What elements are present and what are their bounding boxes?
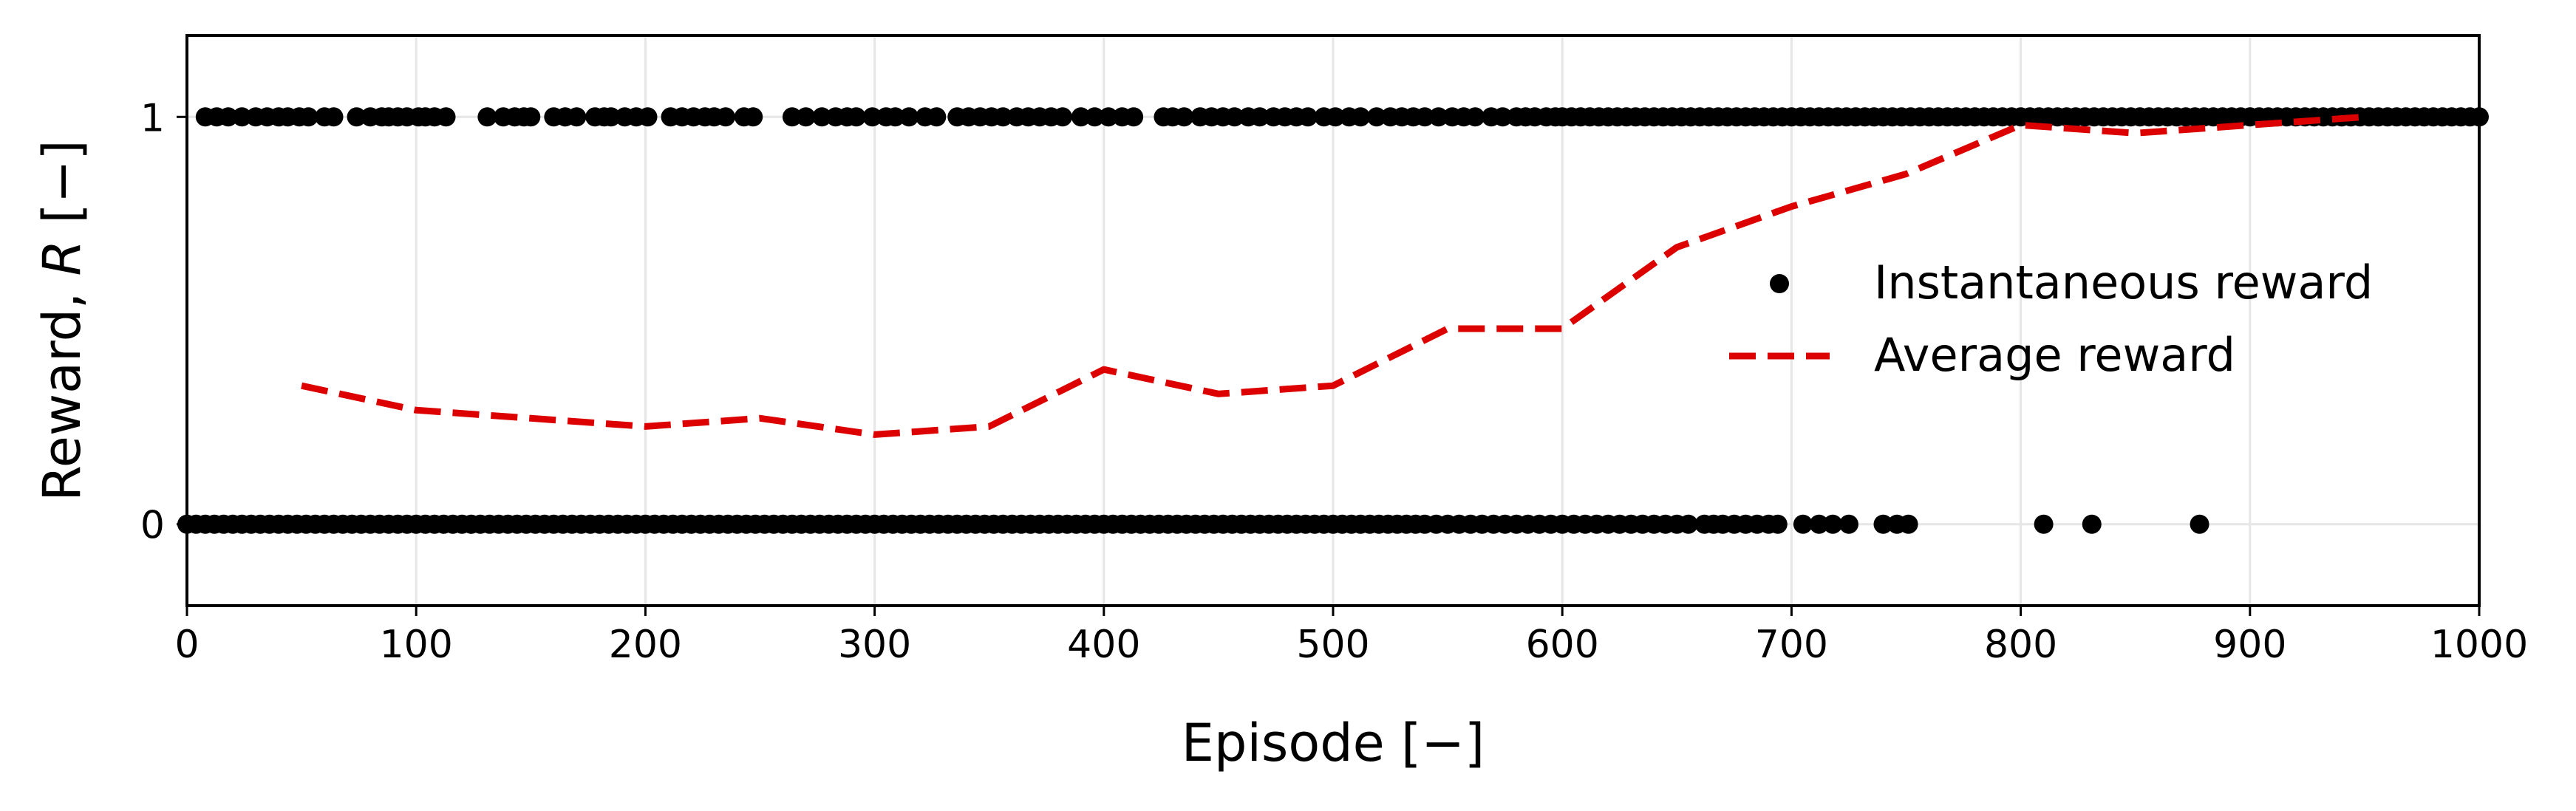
reward-point [2082, 514, 2102, 534]
reward-point [1415, 107, 1435, 127]
reward-point [1124, 107, 1144, 127]
instantaneous-reward-points [177, 107, 2489, 534]
reward-point [324, 107, 344, 127]
reward-point [927, 107, 947, 127]
reward-point [1898, 514, 1918, 534]
x-tick-label: 300 [838, 623, 911, 667]
y-axis-label-variable: R [32, 240, 92, 276]
x-axis-label: Episode [−] [1182, 713, 1485, 773]
y-axis-label-prefix: Reward, [32, 276, 92, 501]
reward-point [1678, 514, 1698, 534]
x-tick-label: 700 [1755, 623, 1828, 667]
y-axis-label: Reward, R [−] [32, 140, 92, 501]
reward-point [1224, 107, 1244, 127]
x-axis-ticks: 0 100 200 300 400 500 600 700 800 900 1000 [174, 606, 2528, 667]
reward-point [1099, 107, 1119, 127]
reward-point [885, 107, 905, 127]
reward-point [567, 107, 587, 127]
reward-point [743, 107, 763, 127]
reward-point [2190, 514, 2209, 534]
reward-point [436, 107, 456, 127]
reward-point [2034, 514, 2054, 534]
reward-point [812, 107, 832, 127]
reward-point [1351, 107, 1371, 127]
x-tick-label: 500 [1296, 623, 1369, 667]
reward-point [1768, 514, 1788, 534]
legend-label-instantaneous: Instantaneous reward [1874, 256, 2373, 309]
y-tick-label: 1 [140, 96, 165, 140]
reward-point [601, 107, 621, 127]
x-tick-label: 200 [609, 623, 682, 667]
reward-point [715, 107, 735, 127]
x-tick-label: 600 [1526, 623, 1599, 667]
x-tick-label: 400 [1067, 623, 1140, 667]
reward-point [846, 107, 866, 127]
reward-point [1839, 514, 1858, 534]
reward-point [1326, 107, 1346, 127]
reward-point [1174, 107, 1194, 127]
y-tick-label: 0 [140, 504, 165, 548]
reward-point [232, 107, 252, 127]
reward-point [1428, 107, 1448, 127]
reward-point [1085, 107, 1105, 127]
reward-point [638, 107, 658, 127]
reward-point [1366, 107, 1386, 127]
reward-point [782, 107, 802, 127]
x-tick-label: 1000 [2430, 623, 2528, 667]
reward-point [993, 107, 1013, 127]
reward-point [1873, 514, 1893, 534]
reward-point [1052, 107, 1072, 127]
reward-point [347, 107, 367, 127]
reward-point [1493, 107, 1513, 127]
legend: Instantaneous reward Average reward [1729, 256, 2373, 382]
reward-point [1793, 514, 1813, 534]
reward-point [1071, 107, 1091, 127]
x-tick-label: 900 [2213, 623, 2286, 667]
reward-point [1250, 107, 1270, 127]
reward-point [899, 107, 919, 127]
reward-point [796, 107, 816, 127]
legend-marker-instantaneous [1770, 274, 1789, 293]
average-reward-line [301, 113, 2365, 438]
x-tick-label: 800 [1984, 623, 2057, 667]
y-axis-ticks: 01 [140, 96, 187, 548]
average-reward-line-group [301, 113, 2365, 438]
reward-point [1823, 514, 1843, 534]
reward-point [521, 107, 541, 127]
reward-point [299, 107, 318, 127]
x-tick-label: 100 [380, 623, 453, 667]
x-tick-label: 0 [174, 623, 199, 667]
reward-point [477, 107, 497, 127]
reward-point [1465, 107, 1485, 127]
legend-label-average: Average reward [1874, 328, 2235, 382]
reward-point [1809, 514, 1829, 534]
reward-point [862, 107, 882, 127]
reward-point [1298, 107, 1318, 127]
y-axis-label-suffix: [−] [32, 140, 92, 240]
reward-point [218, 107, 238, 127]
